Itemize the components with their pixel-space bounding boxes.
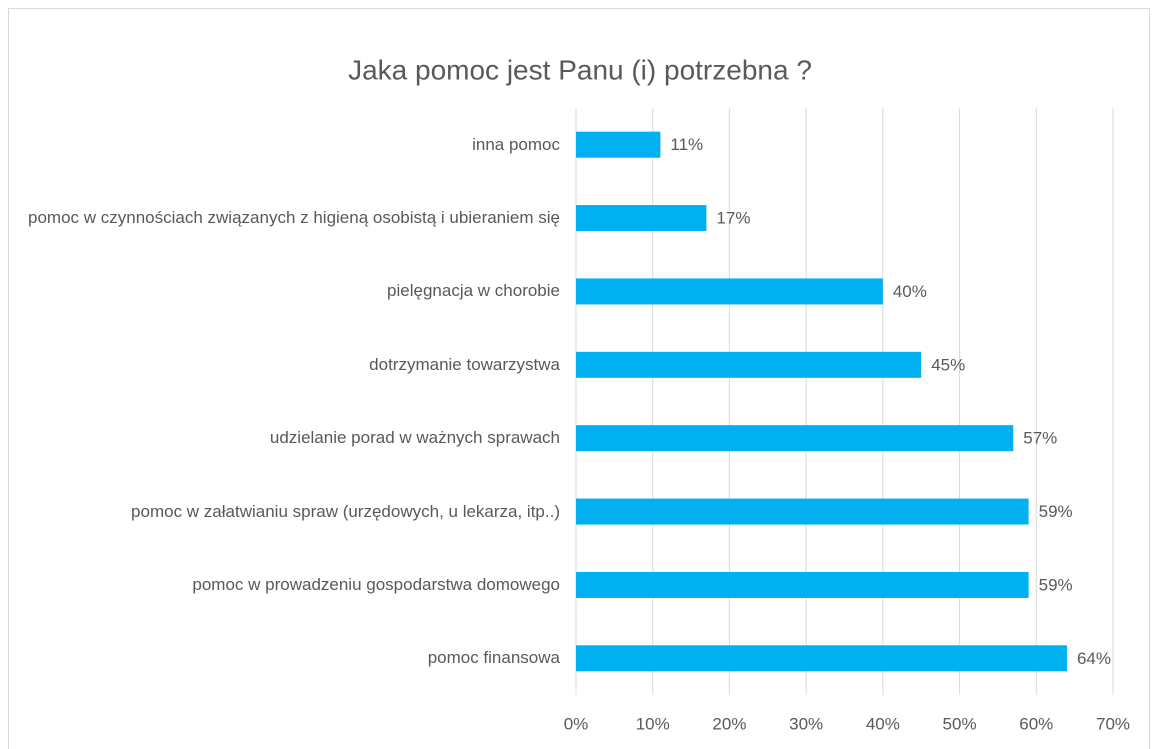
bar — [576, 425, 1014, 452]
y-tick-label: dotrzymanie towarzystwa — [369, 354, 560, 374]
y-tick-label: pomoc finansowa — [427, 648, 560, 668]
y-tick-label: pomoc w czynnościach związanych z higien… — [28, 208, 560, 228]
bar — [576, 205, 707, 232]
data-label: 57% — [1023, 429, 1057, 448]
bar — [576, 351, 922, 378]
data-label: 40% — [893, 282, 927, 301]
y-tick-label: pomoc w prowadzeniu gospodarstwa domoweg… — [192, 574, 560, 594]
x-tick-label: 20% — [712, 714, 746, 733]
x-tick-label: 50% — [943, 714, 977, 733]
y-tick-label: pielęgnacja w chorobie — [387, 281, 560, 301]
x-tick-label: 70% — [1096, 714, 1130, 733]
bar — [576, 278, 883, 305]
y-tick-label: pomoc w załatwianiu spraw (urzędowych, u… — [131, 501, 560, 521]
x-tick-label: 0% — [564, 714, 589, 733]
y-tick-label: inna pomoc — [472, 134, 560, 154]
x-tick-label: 30% — [789, 714, 823, 733]
data-label: 64% — [1077, 649, 1111, 668]
data-label: 11% — [670, 135, 703, 154]
chart-title: Jaka pomoc jest Panu (i) potrzebna ? — [348, 54, 812, 85]
data-label: 59% — [1039, 575, 1073, 594]
bar — [576, 498, 1029, 525]
y-tick-label: udzielanie porad w ważnych sprawach — [269, 428, 560, 448]
x-tick-label: 60% — [1019, 714, 1053, 733]
x-tick-label: 10% — [636, 714, 670, 733]
x-tick-label: 40% — [866, 714, 900, 733]
data-label: 59% — [1039, 502, 1073, 521]
bar — [576, 571, 1029, 598]
chart-border — [8, 8, 1150, 749]
bar — [576, 131, 661, 158]
bar — [576, 645, 1067, 672]
data-label: 17% — [716, 209, 750, 228]
data-label: 45% — [931, 355, 965, 374]
